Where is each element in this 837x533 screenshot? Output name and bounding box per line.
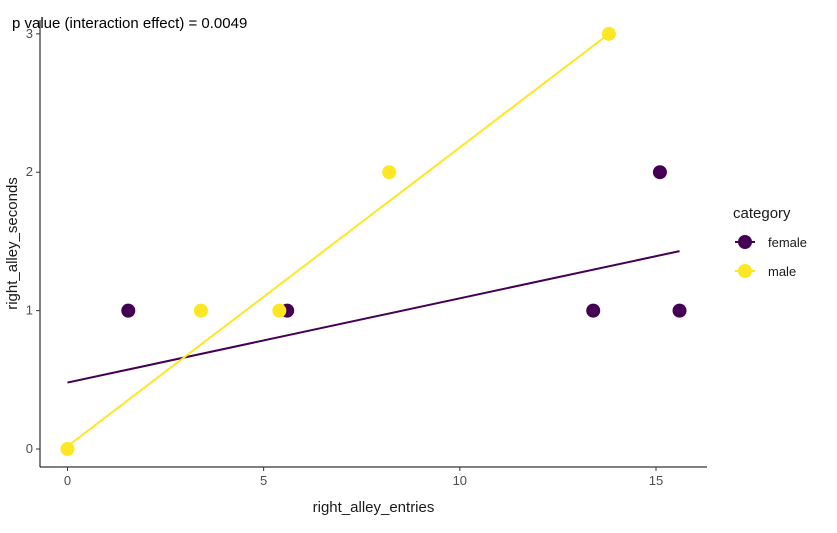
data-point-female <box>672 303 687 318</box>
x-tick-label: 15 <box>649 473 663 488</box>
y-axis-title: right_alley_seconds <box>4 177 21 310</box>
legend-label-male: male <box>768 264 796 279</box>
y-tick-label: 1 <box>26 303 33 318</box>
plot-area: 0 5 10 15 0 1 2 3 <box>26 20 707 488</box>
data-point-male <box>60 442 75 457</box>
data-point-female <box>121 303 136 318</box>
data-point-male <box>193 303 208 318</box>
y-tick-label: 0 <box>26 441 33 456</box>
x-tick-label: 10 <box>453 473 467 488</box>
legend-label-female: female <box>768 235 807 250</box>
legend-key-male <box>738 264 752 278</box>
data-point-male <box>382 165 397 180</box>
legend-title: category <box>733 205 791 222</box>
data-point-male <box>272 303 287 318</box>
x-tick-label: 5 <box>260 473 267 488</box>
fit-line-male <box>66 33 610 448</box>
data-point-male <box>601 26 616 41</box>
data-point-female <box>652 165 667 180</box>
y-tick-label: 2 <box>26 164 33 179</box>
legend-key-female <box>738 235 752 249</box>
y-tick-label: 3 <box>26 26 33 41</box>
chart-annotation: p value (interaction effect) = 0.0049 <box>12 15 247 32</box>
x-tick-label: 0 <box>64 473 71 488</box>
data-point-female <box>586 303 601 318</box>
legend: category female male <box>733 205 807 279</box>
x-axis-title: right_alley_entries <box>313 499 435 516</box>
fit-line-female <box>67 250 680 384</box>
